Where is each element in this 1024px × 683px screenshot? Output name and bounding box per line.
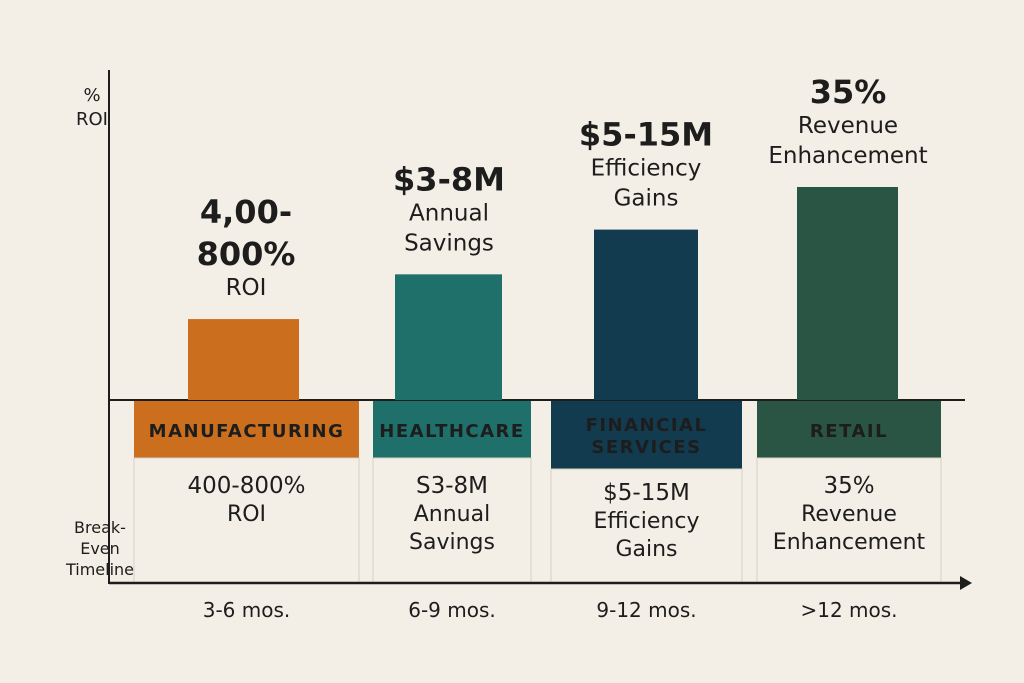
category-label: SERVICES	[591, 437, 701, 458]
category-label: HEALTHCARE	[379, 421, 524, 442]
detail-text: Gains	[615, 537, 677, 562]
value-description: Revenue	[798, 113, 898, 139]
value-description: Annual	[409, 200, 489, 226]
detail-text: Enhancement	[773, 530, 926, 555]
category-label: MANUFACTURING	[149, 421, 345, 442]
y-axis-label: %	[83, 85, 100, 106]
value-description: Gains	[614, 186, 679, 212]
value-label: $3-8M	[393, 160, 505, 198]
detail-text: Revenue	[801, 502, 897, 527]
value-label: 4,00-	[200, 193, 292, 231]
detail-text: $5-15M	[603, 480, 690, 506]
category-header	[373, 401, 531, 458]
x-axis-label: Timeline	[65, 560, 134, 579]
category-header	[757, 401, 941, 458]
value-label: $5-15M	[579, 116, 713, 154]
bar-manufacturing	[188, 319, 299, 400]
category-header	[134, 401, 359, 458]
category-header	[551, 401, 742, 469]
bar-retail	[797, 187, 898, 400]
y-axis-label: ROI	[76, 109, 108, 130]
timeline-label: 3-6 mos.	[203, 598, 291, 622]
detail-text: Annual	[414, 502, 490, 527]
value-description: Enhancement	[768, 143, 927, 169]
value-description: Savings	[404, 230, 494, 256]
x-axis-label: Break-	[74, 518, 126, 537]
timeline-label: 6-9 mos.	[408, 598, 496, 622]
value-label: 35%	[810, 73, 887, 111]
bar-healthcare	[395, 274, 502, 400]
timeline-label: 9-12 mos.	[596, 598, 696, 622]
detail-text: Savings	[409, 530, 495, 555]
detail-text: Efficiency	[594, 509, 700, 534]
x-axis-arrow-icon	[960, 576, 972, 590]
x-axis-label: Even	[80, 539, 120, 558]
bar-financial-services	[594, 229, 698, 400]
timeline-label: >12 mos.	[800, 598, 897, 622]
value-description: ROI	[226, 275, 267, 301]
detail-text: 35%	[823, 473, 874, 499]
value-description: Efficiency	[591, 156, 702, 182]
category-label: FINANCIAL	[586, 415, 708, 436]
value-label: 800%	[197, 235, 296, 273]
detail-text: S3-8M	[416, 473, 488, 499]
detail-text: 400-800%	[188, 473, 306, 499]
category-label: RETAIL	[810, 421, 888, 442]
detail-text: ROI	[227, 502, 266, 527]
